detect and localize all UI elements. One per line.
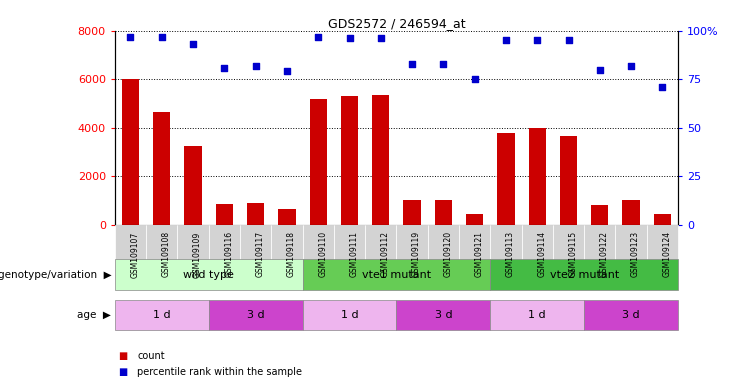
Bar — [185, 146, 202, 225]
Text: 3 d: 3 d — [434, 310, 452, 320]
Point — [469, 76, 481, 82]
Bar — [560, 136, 577, 225]
Bar — [279, 209, 296, 225]
Point — [312, 33, 324, 40]
Point — [344, 35, 356, 41]
Point — [562, 37, 574, 43]
Bar — [435, 200, 452, 225]
Text: 1 d: 1 d — [528, 310, 546, 320]
Text: GSM109110: GSM109110 — [318, 231, 328, 278]
Text: GSM109116: GSM109116 — [225, 231, 233, 278]
Text: 1 d: 1 d — [341, 310, 359, 320]
Point — [219, 65, 230, 71]
Text: ■: ■ — [119, 367, 127, 377]
Text: count: count — [137, 351, 165, 361]
Point — [281, 68, 293, 74]
Point — [375, 35, 387, 41]
Text: GSM109124: GSM109124 — [662, 231, 671, 278]
Point — [625, 63, 637, 69]
Point — [594, 66, 605, 73]
Bar — [497, 132, 514, 225]
Text: GSM109113: GSM109113 — [506, 231, 515, 278]
Bar — [341, 96, 358, 225]
Text: GSM109112: GSM109112 — [381, 232, 390, 277]
Point — [657, 84, 668, 90]
Text: GSM109117: GSM109117 — [256, 231, 265, 278]
Text: GSM109122: GSM109122 — [599, 232, 609, 277]
Title: GDS2572 / 246594_at: GDS2572 / 246594_at — [328, 17, 465, 30]
Bar — [466, 214, 483, 225]
Text: GSM109109: GSM109109 — [193, 231, 202, 278]
Bar — [654, 214, 671, 225]
Text: GSM109123: GSM109123 — [631, 231, 640, 278]
Text: GSM109118: GSM109118 — [287, 232, 296, 277]
Text: genotype/variation  ▶: genotype/variation ▶ — [0, 270, 111, 280]
Bar — [247, 203, 265, 225]
Point — [124, 33, 136, 40]
Bar — [372, 95, 390, 225]
Point — [437, 61, 449, 67]
Text: GSM109121: GSM109121 — [475, 232, 484, 277]
Text: GSM109120: GSM109120 — [443, 231, 452, 278]
Text: GSM109107: GSM109107 — [130, 231, 139, 278]
Text: ■: ■ — [119, 351, 127, 361]
Bar — [310, 99, 327, 225]
Text: vte1 mutant: vte1 mutant — [362, 270, 431, 280]
Text: 3 d: 3 d — [247, 310, 265, 320]
Bar — [403, 200, 421, 225]
Text: GSM109114: GSM109114 — [537, 231, 546, 278]
Point — [250, 63, 262, 69]
Text: GSM109115: GSM109115 — [568, 231, 577, 278]
Text: 1 d: 1 d — [153, 310, 170, 320]
Point — [406, 61, 418, 67]
Text: vte2 mutant: vte2 mutant — [550, 270, 619, 280]
Text: GSM109108: GSM109108 — [162, 231, 170, 278]
Bar — [591, 205, 608, 225]
Bar — [528, 128, 546, 225]
Point — [500, 37, 512, 43]
Bar — [216, 204, 233, 225]
Text: 3 d: 3 d — [622, 310, 640, 320]
Bar — [122, 79, 139, 225]
Point — [187, 41, 199, 47]
Text: age  ▶: age ▶ — [77, 310, 111, 320]
Point — [156, 33, 167, 40]
Text: GSM109111: GSM109111 — [350, 232, 359, 277]
Text: GSM109119: GSM109119 — [412, 231, 421, 278]
Bar — [622, 200, 639, 225]
Point — [531, 37, 543, 43]
Text: wild type: wild type — [183, 270, 234, 280]
Bar — [153, 112, 170, 225]
Text: percentile rank within the sample: percentile rank within the sample — [137, 367, 302, 377]
